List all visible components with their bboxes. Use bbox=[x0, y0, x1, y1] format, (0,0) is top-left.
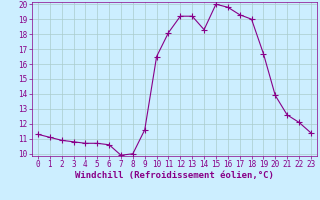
X-axis label: Windchill (Refroidissement éolien,°C): Windchill (Refroidissement éolien,°C) bbox=[75, 171, 274, 180]
